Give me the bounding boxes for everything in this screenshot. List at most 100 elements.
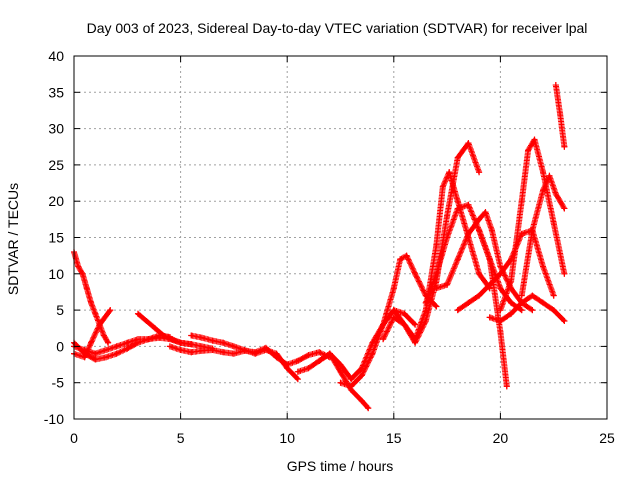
- data-point: [508, 278, 515, 285]
- data-point: [433, 303, 440, 310]
- data-point: [198, 347, 205, 354]
- data-point: [412, 321, 419, 328]
- data-point: [241, 347, 248, 354]
- data-point: [294, 376, 301, 383]
- data-point: [358, 372, 365, 379]
- data-point: [390, 285, 397, 292]
- data-point: [177, 339, 184, 346]
- data-point: [503, 383, 510, 390]
- data-point: [143, 317, 150, 324]
- data-point: [273, 354, 280, 361]
- data-point: [508, 310, 515, 317]
- data-point: [454, 256, 461, 263]
- data-point: [412, 336, 419, 343]
- data-point: [518, 299, 525, 306]
- data-point: [365, 405, 372, 412]
- data-point: [294, 368, 301, 375]
- data-point: [107, 307, 114, 314]
- grid-lines: [74, 56, 607, 419]
- data-point: [433, 241, 440, 248]
- data-point: [403, 252, 410, 259]
- data-point: [390, 307, 397, 314]
- series-arc-20: [552, 82, 568, 150]
- data-point: [188, 332, 195, 339]
- data-point: [177, 347, 184, 354]
- series-markers: [476, 227, 510, 390]
- data-point: [92, 310, 99, 317]
- data-point: [152, 325, 159, 332]
- data-point: [134, 310, 141, 317]
- data-point: [497, 317, 504, 324]
- data-point: [348, 383, 355, 390]
- data-series: [71, 82, 568, 412]
- data-point: [316, 357, 323, 364]
- y-tick-label: 30: [48, 121, 64, 137]
- data-point: [497, 307, 504, 314]
- data-point: [169, 336, 176, 343]
- x-tick-label: 15: [386, 430, 402, 446]
- series-arc-19: [518, 172, 568, 299]
- data-point: [444, 212, 451, 219]
- data-point: [486, 256, 493, 263]
- y-tick-label: 5: [56, 302, 64, 318]
- data-point: [497, 270, 504, 277]
- data-point: [540, 299, 547, 306]
- data-point: [358, 397, 365, 404]
- data-point: [380, 336, 387, 343]
- data-point: [508, 299, 515, 306]
- data-point: [433, 270, 440, 277]
- data-point: [525, 147, 532, 154]
- data-point: [83, 285, 90, 292]
- data-point: [518, 307, 525, 314]
- series-arc-12: [390, 169, 493, 343]
- x-tick-label: 5: [177, 430, 185, 446]
- data-point: [422, 299, 429, 306]
- data-point: [79, 270, 86, 277]
- y-tick-label: -10: [44, 411, 64, 427]
- data-point: [188, 349, 195, 356]
- data-point: [220, 339, 227, 346]
- data-point: [476, 292, 483, 299]
- data-point: [476, 227, 483, 234]
- y-tick-label: 10: [48, 266, 64, 282]
- data-point: [401, 310, 408, 317]
- data-point: [337, 368, 344, 375]
- data-point: [262, 344, 269, 351]
- data-point: [482, 209, 489, 216]
- y-tick-label: 20: [48, 193, 64, 209]
- data-point: [100, 332, 107, 339]
- data-point: [446, 169, 453, 176]
- data-point: [488, 227, 495, 234]
- x-tick-label: 10: [279, 430, 295, 446]
- data-point: [160, 332, 167, 339]
- x-axis-label: GPS time / hours: [287, 458, 394, 474]
- data-point: [476, 216, 483, 223]
- data-point: [209, 337, 216, 344]
- y-tick-label: 35: [48, 84, 64, 100]
- data-point: [209, 347, 216, 354]
- x-tick-label: 25: [599, 430, 615, 446]
- data-point: [284, 361, 291, 368]
- data-point: [540, 263, 547, 270]
- data-point: [550, 307, 557, 314]
- data-point: [476, 169, 483, 176]
- data-point: [465, 299, 472, 306]
- series-arc-16: [454, 227, 557, 314]
- data-point: [444, 234, 451, 241]
- series-arc-18: [497, 136, 568, 314]
- data-point: [92, 350, 99, 357]
- data-point: [439, 183, 446, 190]
- data-point: [557, 111, 564, 118]
- series-arc-15: [476, 227, 510, 390]
- x-tick-label: 20: [493, 430, 509, 446]
- data-point: [550, 219, 557, 226]
- data-point: [497, 328, 504, 335]
- data-point: [337, 361, 344, 368]
- y-tick-label: 40: [48, 48, 64, 64]
- data-point: [476, 270, 483, 277]
- data-point: [444, 281, 451, 288]
- data-point: [326, 350, 333, 357]
- data-point: [75, 263, 82, 270]
- data-point: [88, 339, 95, 346]
